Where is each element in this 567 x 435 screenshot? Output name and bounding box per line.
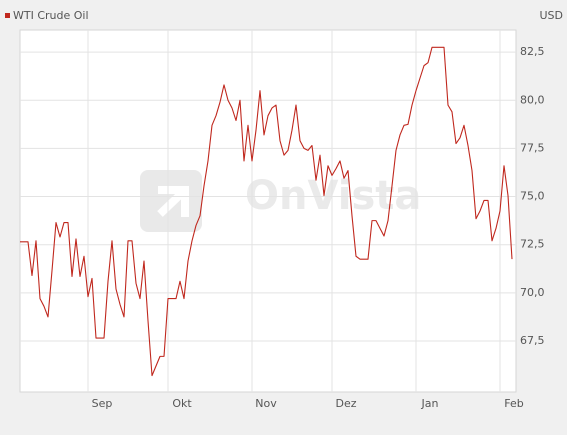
y-tick-label: 77,5 — [520, 141, 545, 154]
legend-swatch — [5, 13, 10, 18]
x-tick-label: Sep — [92, 397, 113, 410]
x-tick-label: Okt — [172, 397, 192, 410]
x-tick-label: Jan — [421, 397, 439, 410]
x-tick-label: Feb — [504, 397, 523, 410]
watermark-logo — [140, 170, 202, 232]
plot-area — [19, 29, 517, 393]
line — [20, 46, 513, 377]
y-tick-label: 67,5 — [520, 334, 545, 347]
y-tick-label: 82,5 — [520, 45, 545, 58]
watermark: OnVista — [245, 173, 421, 219]
x-tick-label: Nov — [255, 397, 277, 410]
y-tick-label: 72,5 — [520, 238, 545, 251]
y-tick-label: 80,0 — [520, 93, 545, 106]
y-tick-label: 75,0 — [520, 190, 545, 203]
unit-label: USD — [539, 9, 563, 22]
y-tick-label: 70,0 — [520, 286, 545, 299]
legend-label: WTI Crude Oil — [13, 9, 89, 22]
x-tick-label: Dez — [335, 397, 356, 410]
